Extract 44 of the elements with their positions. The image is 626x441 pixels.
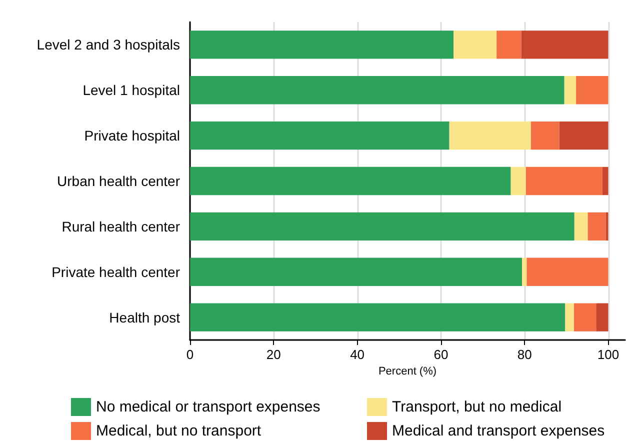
bar xyxy=(559,121,608,150)
bar xyxy=(190,212,574,241)
x-tick-label: 40 xyxy=(350,347,365,362)
bar xyxy=(510,166,526,196)
y-tick-label: Private hospital xyxy=(84,128,180,144)
bar xyxy=(190,121,450,150)
bar xyxy=(521,30,608,59)
y-tick-label: Level 1 hospital xyxy=(82,82,180,98)
y-tick-label: Health post xyxy=(109,309,180,326)
bar xyxy=(596,303,608,332)
bar xyxy=(190,76,564,104)
legend-label: Transport, but no medical xyxy=(392,398,562,416)
bar xyxy=(530,121,560,150)
y-tick-label: Level 2 and 3 hospitals xyxy=(36,36,180,53)
y-tick-label: Rural health center xyxy=(62,218,180,234)
y-tick-label: Private health center xyxy=(52,264,180,280)
bar xyxy=(190,258,522,286)
bar xyxy=(574,212,588,241)
x-axis-title: Percent (%) xyxy=(378,366,437,378)
bar xyxy=(564,76,576,104)
x-tick-label: 80 xyxy=(517,347,532,362)
bar xyxy=(526,258,608,286)
x-tick-label: 0 xyxy=(186,347,194,362)
bar xyxy=(602,166,608,196)
bar xyxy=(449,121,531,150)
legend-label: Medical and transport expenses xyxy=(392,422,605,440)
legend-label: No medical or transport expenses xyxy=(96,398,320,416)
bar xyxy=(576,76,608,104)
y-tick-label: Urban health center xyxy=(57,173,180,189)
bar xyxy=(190,30,454,59)
bar xyxy=(565,303,574,332)
bar xyxy=(574,303,596,332)
bar xyxy=(190,303,566,332)
bar xyxy=(526,166,602,196)
bar xyxy=(588,212,606,241)
bar xyxy=(190,166,511,196)
x-tick-label: 60 xyxy=(434,347,448,362)
bar xyxy=(454,30,497,59)
x-tick-label: 20 xyxy=(266,347,281,362)
bar xyxy=(496,30,522,59)
bar xyxy=(522,258,527,286)
bar xyxy=(606,212,608,241)
x-tick-label: 100 xyxy=(597,347,620,362)
legend-label: Medical, but no transport xyxy=(96,422,262,440)
